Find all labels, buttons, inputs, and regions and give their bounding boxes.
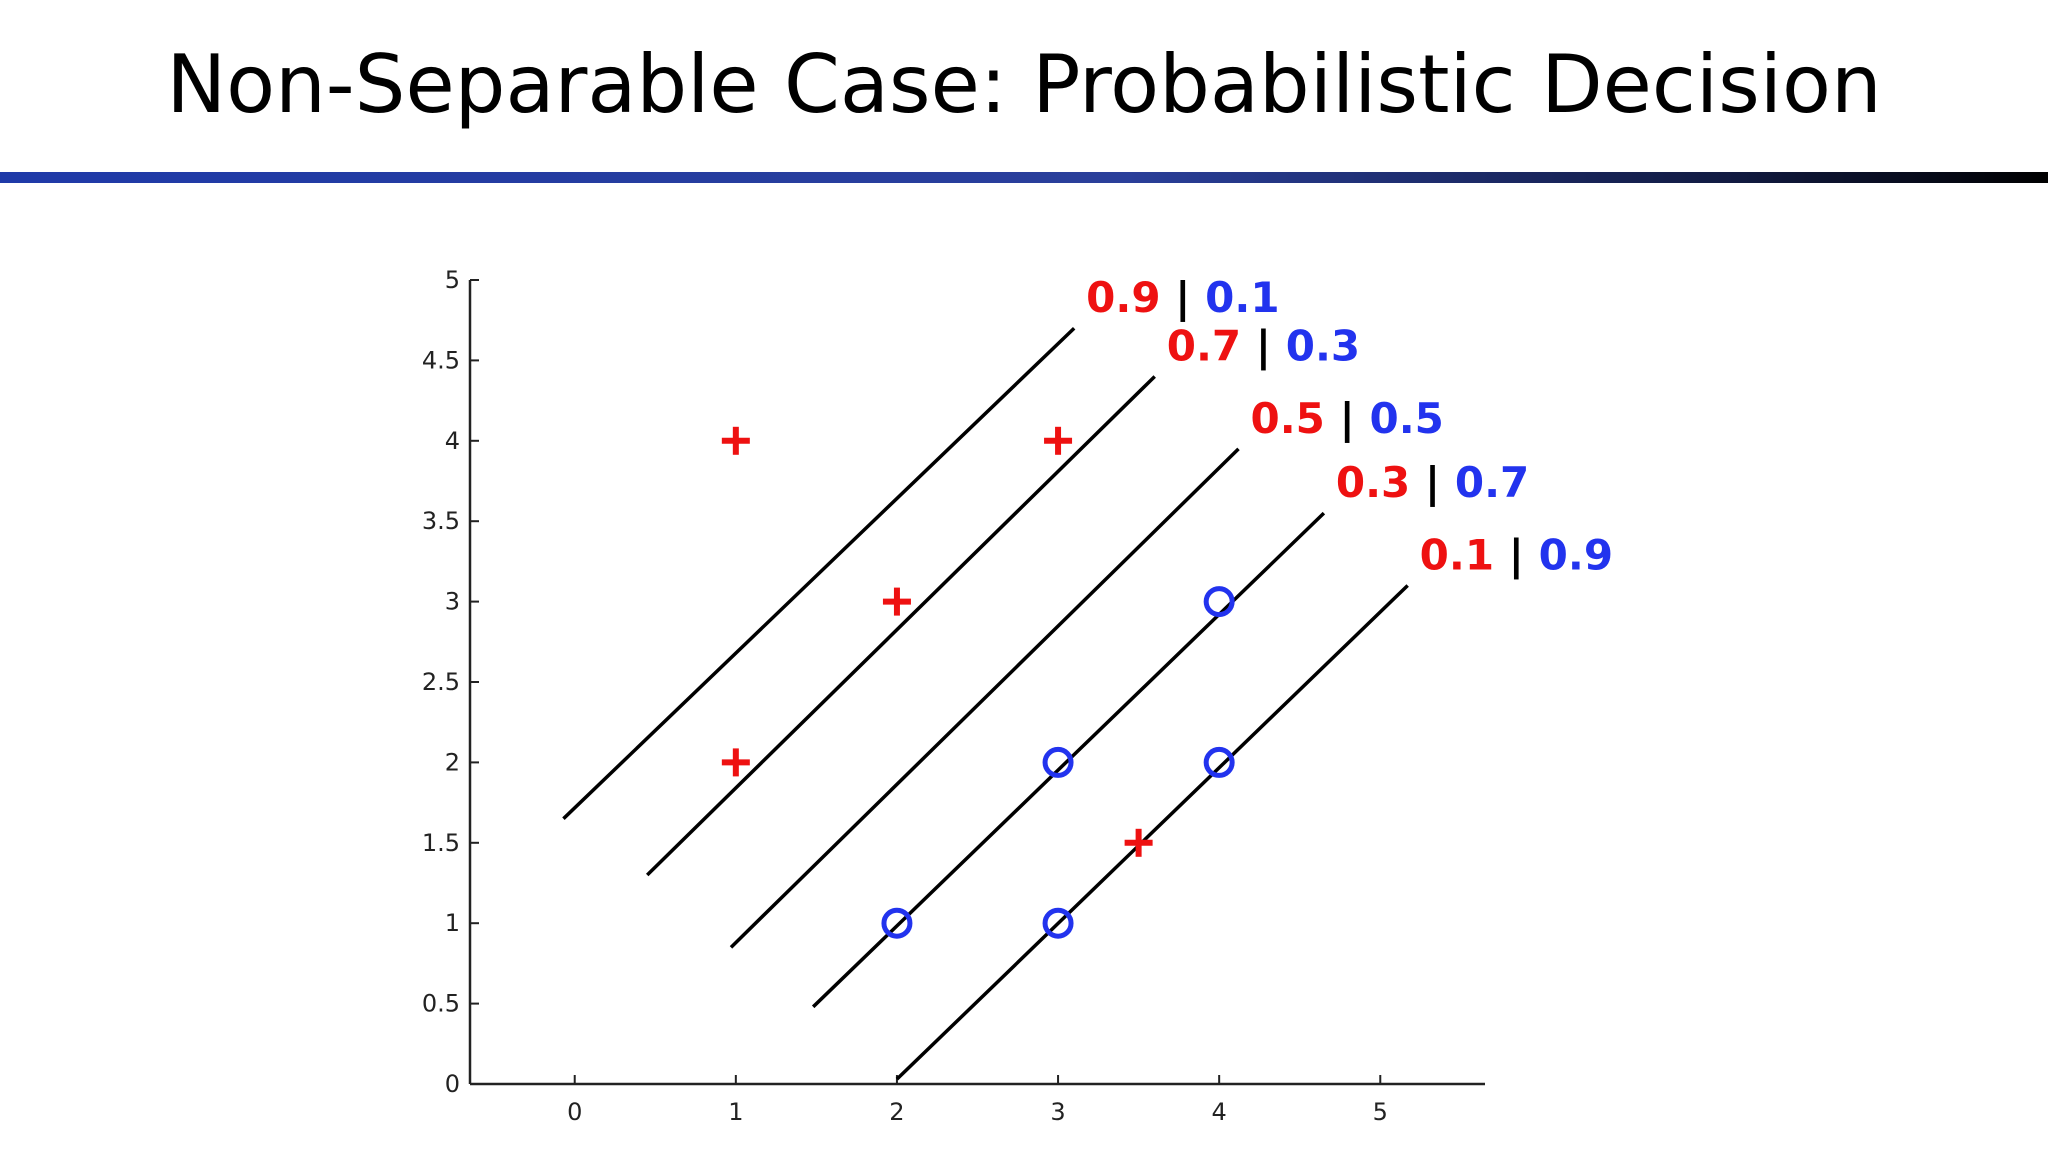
decision-line: [729, 447, 1240, 949]
data-points: [721, 426, 1235, 939]
negative-probability: 0.5: [1370, 394, 1444, 443]
plus-marker: [882, 587, 911, 616]
circle-marker: [1203, 746, 1235, 778]
x-tick-label: 4: [1212, 1098, 1227, 1126]
y-tick-label: 0: [445, 1070, 460, 1098]
plus-marker: [1044, 426, 1073, 455]
label-separator: |: [1325, 394, 1370, 443]
circle-marker: [1203, 586, 1235, 618]
chart-axes: 0 1 2 3 4 5 0 0.5 1 1.5 2 2.5 3 3.5 4 4.5 5: [422, 266, 1485, 1126]
y-tick-label: 1: [445, 909, 460, 937]
y-tick-label: 4.5: [422, 346, 460, 374]
positive-probability: 0.7: [1167, 321, 1241, 370]
y-tick-label: 3.5: [422, 507, 460, 535]
negative-probability: 0.9: [1539, 531, 1613, 580]
positive-probability: 0.5: [1251, 394, 1325, 443]
x-tick-label: 3: [1050, 1098, 1065, 1126]
probability-label: 0.1 | 0.9: [1420, 531, 1613, 580]
decision-line: [645, 375, 1156, 877]
label-separator: |: [1241, 321, 1286, 370]
circle-marker: [1042, 746, 1074, 778]
positive-probability: 0.1: [1420, 531, 1494, 580]
label-separator: |: [1494, 531, 1539, 580]
probability-label: 0.5 | 0.5: [1251, 394, 1444, 443]
plus-marker: [1124, 828, 1153, 857]
decision-line: [562, 326, 1076, 820]
y-tick-label: 2: [445, 748, 460, 776]
x-tick-label: 2: [889, 1098, 904, 1126]
circle-marker: [1042, 907, 1074, 939]
label-separator: |: [1410, 458, 1455, 507]
probability-label: 0.9 | 0.1: [1086, 273, 1279, 322]
plus-marker: [721, 748, 750, 777]
x-tick-label: 5: [1373, 1098, 1388, 1126]
y-tick-label: 1.5: [422, 829, 460, 857]
label-separator: |: [1161, 273, 1206, 322]
x-tick-label: 1: [728, 1098, 743, 1126]
decision-line: [895, 584, 1409, 1081]
positive-probability: 0.3: [1336, 458, 1410, 507]
y-tick-label: 2.5: [422, 668, 460, 696]
slide-title: Non-Separable Case: Probabilistic Decisi…: [166, 38, 1882, 131]
positive-probability: 0.9: [1086, 273, 1160, 322]
probability-label: 0.3 | 0.7: [1336, 458, 1529, 507]
y-tick-label: 5: [445, 266, 460, 294]
negative-probability: 0.7: [1455, 458, 1529, 507]
x-tick-label: 0: [567, 1098, 582, 1126]
circle-marker: [881, 907, 913, 939]
title-divider: [0, 172, 2048, 183]
plus-marker: [721, 426, 750, 455]
negative-probability: 0.3: [1286, 321, 1360, 370]
decision-lines: [562, 326, 1409, 1081]
probability-labels: 0.9 | 0.10.7 | 0.30.5 | 0.50.3 | 0.70.1 …: [1086, 273, 1613, 579]
y-tick-label: 4: [445, 427, 460, 455]
y-tick-label: 3: [445, 588, 460, 616]
y-tick-label: 0.5: [422, 990, 460, 1018]
probability-label: 0.7 | 0.3: [1167, 321, 1360, 370]
negative-probability: 0.1: [1205, 273, 1279, 322]
